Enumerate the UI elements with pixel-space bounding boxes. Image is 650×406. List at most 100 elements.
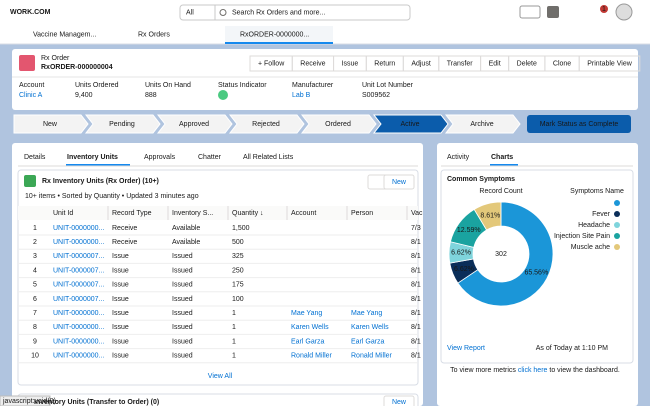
cell: Issue [112,253,129,260]
cell: 8/1 [411,282,421,289]
cell[interactable]: Mae Yang [291,310,322,317]
tab[interactable]: Activity [447,154,470,161]
path-stage[interactable] [156,114,233,134]
complete-button-label: Mark Status as Complete [540,121,619,128]
path-stage[interactable] [300,114,377,134]
metrics-link[interactable]: click here [518,367,548,374]
list-meta: 10+ items • Sorted by Quantity • Updated… [25,193,199,200]
path-stage-label: Ordered [325,121,351,128]
favorites[interactable] [519,5,541,19]
list-title: Inventory Units (Transfer to Order) (0) [34,399,159,406]
cell: Issued [172,267,193,274]
cell: Issued [172,324,193,331]
cell: 500 [232,239,244,246]
row-number: 7 [33,310,37,317]
cell[interactable]: UNIT-0000007... [53,253,104,260]
tab[interactable]: Approvals [144,154,176,161]
cell[interactable]: Ronald Miller [291,353,333,360]
badge-count: 1 [602,6,606,13]
field-value: 9,400 [75,92,93,99]
cell[interactable]: UNIT-0000000... [53,225,104,232]
chart-title: Common Symptoms [447,176,515,183]
action-button: Return [374,60,395,67]
tab[interactable]: Chatter [198,154,222,161]
action-button: Receive [300,60,325,67]
cell[interactable]: Karen Wells [351,324,389,331]
row-number: 2 [33,239,37,246]
cell[interactable]: Earl Garza [351,338,385,345]
new-button[interactable] [383,174,415,190]
row-number: 3 [33,253,37,260]
table-header [18,206,418,220]
cell: Issue [112,296,129,303]
search-box[interactable] [179,4,411,21]
path-stage[interactable] [13,114,89,134]
cell[interactable]: UNIT-0000000... [53,353,104,360]
metrics-note: To view more metrics click here to view … [450,367,620,374]
cell[interactable]: Earl Garza [291,338,325,345]
status-bar-text: javascript:void(0) [2,398,56,405]
nav-tab[interactable]: Rx Orders [138,31,170,38]
new-button-label: New [392,179,407,186]
field-label: Account [19,82,44,89]
active-tab[interactable] [225,26,333,44]
row-number: 6 [33,296,37,303]
new-button[interactable] [383,395,415,406]
cell: 8/1 [411,324,421,331]
cell: 325 [232,253,244,260]
column-header: Vac [411,210,423,217]
path-stage[interactable] [372,114,449,134]
tab-indicator [66,164,130,166]
action-button: Transfer [447,60,473,67]
cell[interactable]: UNIT-0000007... [53,282,104,289]
cell[interactable]: UNIT-0000000... [53,338,104,345]
cell: Issued [172,253,193,260]
path-stage[interactable] [84,114,161,134]
tab[interactable]: All Related Lists [243,154,294,161]
slice-label: 6.62% [454,266,474,273]
cell: 8/1 [411,296,421,303]
action-button: Printable View [587,60,633,67]
complete-button[interactable] [527,115,631,133]
avatar[interactable] [615,3,633,21]
record-header [12,49,638,110]
slice-label: 6.62% [451,250,471,257]
cell: Receive [112,225,137,232]
legend-swatch [614,233,620,239]
cell: Issue [112,324,129,331]
cell[interactable]: UNIT-0000007... [53,267,104,274]
cell: Receive [112,239,137,246]
cell[interactable]: UNIT-0000007... [53,296,104,303]
cell: 175 [232,282,244,289]
view-all[interactable]: View All [208,373,233,380]
tab[interactable]: Charts [491,154,513,161]
field-value: 888 [145,92,157,99]
add-button[interactable] [547,6,559,18]
cell: Issued [172,282,193,289]
tab[interactable]: Inventory Units [67,154,118,161]
row-number: 9 [33,338,37,345]
nav-tab[interactable]: RxORDER-0000000... [240,31,309,38]
cell[interactable]: Karen Wells [291,324,329,331]
new-button-label: New [392,399,407,406]
cell[interactable]: UNIT-0000000... [53,324,104,331]
slice-label: 8.61% [480,212,500,219]
view-report[interactable]: View Report [447,345,485,352]
field-value: Lab B [292,92,311,99]
path-stage-label: Archive [470,121,493,128]
path-stage-label: New [43,121,58,128]
path-stage[interactable] [228,114,305,134]
logo: WORK.COM [10,9,51,16]
cell: 8/1 [411,310,421,317]
pie-slice [457,201,554,307]
cell[interactable]: UNIT-0000000... [53,310,104,317]
cell[interactable]: UNIT-0000000... [53,239,104,246]
search-icon [219,9,227,16]
path-stage[interactable] [444,114,521,134]
row-number: 4 [33,267,37,274]
cell[interactable]: Ronald Miller [351,353,393,360]
tab-indicator [490,164,518,166]
tab[interactable]: Details [24,154,46,161]
cell[interactable]: Mae Yang [351,310,382,317]
